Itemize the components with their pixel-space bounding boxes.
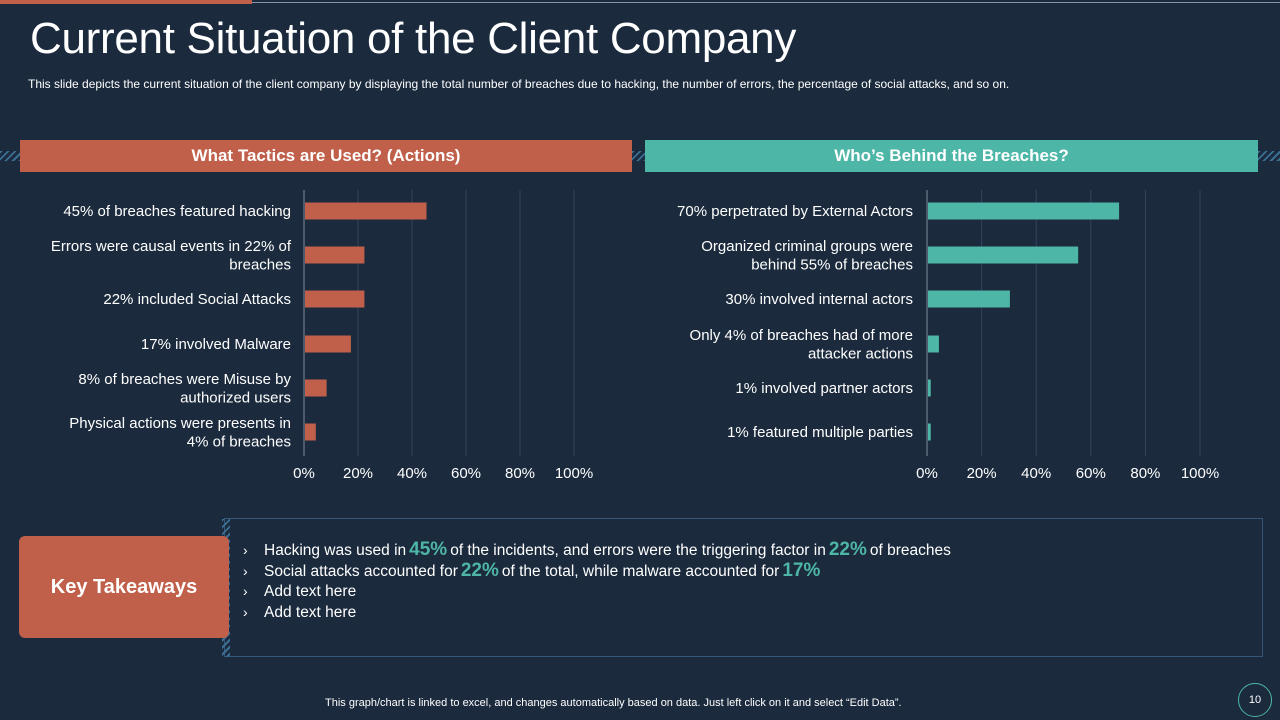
bar[interactable] [305, 335, 351, 353]
category-label: 30% involved internal actors [725, 291, 913, 308]
chevron-right-icon: › [243, 603, 248, 620]
bar[interactable] [928, 335, 939, 353]
tick-label: 20% [967, 465, 997, 482]
takeaways-list: › Hacking was used in 45% of the inciden… [243, 539, 951, 623]
takeaway-highlight: 22% [828, 539, 867, 560]
takeaway-text: Hacking was used in [264, 542, 407, 559]
bar[interactable] [928, 379, 931, 397]
category-label: 45% of breaches featured hacking [63, 203, 291, 220]
category-label: Organized criminal groups were behind 55%… [701, 238, 913, 274]
category-label: 1% involved partner actors [735, 380, 913, 397]
category-label: 8% of breaches were Misuse by authorized … [78, 371, 291, 407]
category-label: 1% featured multiple parties [727, 424, 913, 441]
category-label: 17% involved Malware [141, 336, 291, 353]
tick-label: 0% [293, 465, 315, 482]
right-hatch-decoration [1258, 151, 1280, 161]
takeaway-text[interactable]: Add text here [264, 583, 357, 600]
actors-chart-header: Who’s Behind the Breaches? [645, 140, 1258, 172]
slide-subtitle: This slide depicts the current situation… [28, 77, 1010, 91]
tick-label: 100% [1181, 465, 1219, 482]
bar[interactable] [928, 246, 1079, 264]
tactics-bar-chart[interactable]: 0% 20% 40% 60% 80% 100% 45% of breaches featur… [0, 0, 640, 500]
tick-label: 40% [1021, 465, 1051, 482]
category-label: 70% perpetrated by External Actors [677, 203, 913, 220]
takeaway-text: of the incidents, and errors were the tr… [450, 542, 826, 559]
bar[interactable] [305, 246, 365, 264]
category-label: 22% included Social Attacks [103, 291, 291, 308]
takeaway-item: › Hacking was used in 45% of the inciden… [243, 539, 951, 561]
takeaway-text: Social attacks accounted for [264, 562, 458, 580]
tick-label: 40% [397, 465, 427, 482]
tick-label: 20% [343, 465, 373, 482]
tick-label: 80% [1130, 465, 1160, 482]
tick-label: 0% [916, 465, 938, 482]
left-hatch-decoration [0, 151, 20, 161]
bar[interactable] [928, 290, 1010, 308]
center-hatch-decoration [632, 151, 645, 161]
key-takeaways-label: Key Takeaways [19, 536, 229, 638]
takeaway-highlight: 22% [460, 559, 499, 581]
chevron-right-icon: › [243, 583, 248, 599]
bar[interactable] [305, 379, 327, 397]
bar[interactable] [305, 202, 427, 220]
page-number: 10 [1238, 683, 1272, 717]
takeaway-item[interactable]: › Add text here [243, 602, 951, 623]
top-accent-bar [0, 0, 252, 4]
tactics-chart-header: What Tactics are Used? (Actions) [20, 140, 632, 172]
bar[interactable] [305, 290, 365, 308]
footer-note: This graph/chart is linked to excel, and… [325, 697, 902, 709]
takeaway-highlight: 17% [782, 559, 821, 581]
tick-label: 60% [1076, 465, 1106, 482]
bar[interactable] [305, 423, 316, 441]
tick-label: 60% [451, 465, 481, 482]
category-label: Errors were causal events in 22% of breac… [51, 238, 292, 274]
bar[interactable] [928, 202, 1120, 220]
chevron-right-icon: › [243, 562, 248, 579]
category-label: Only 4% of breaches had of more attacker … [690, 327, 913, 363]
bar[interactable] [928, 423, 931, 441]
actors-bar-chart[interactable]: 0% 20% 40% 60% 80% 100% 70% perpetrated by Ext… [0, 0, 1280, 500]
chevron-right-icon: › [243, 542, 248, 558]
takeaway-highlight: 45% [409, 539, 448, 560]
top-divider-line [252, 2, 1280, 3]
takeaway-item[interactable]: › Add text here [243, 581, 951, 602]
tick-label: 80% [505, 465, 535, 482]
takeaway-text[interactable]: Add text here [264, 603, 357, 621]
tick-label: 100% [555, 465, 593, 482]
takeaway-text: of breaches [869, 542, 951, 559]
takeaway-item: › Social attacks accounted for 22% of th… [243, 559, 951, 582]
slide-title: Current Situation of the Client Company [30, 14, 797, 63]
category-label: Physical actions were presents in 4% of b… [69, 415, 291, 451]
takeaway-text: of the total, while malware accounted fo… [501, 562, 780, 580]
